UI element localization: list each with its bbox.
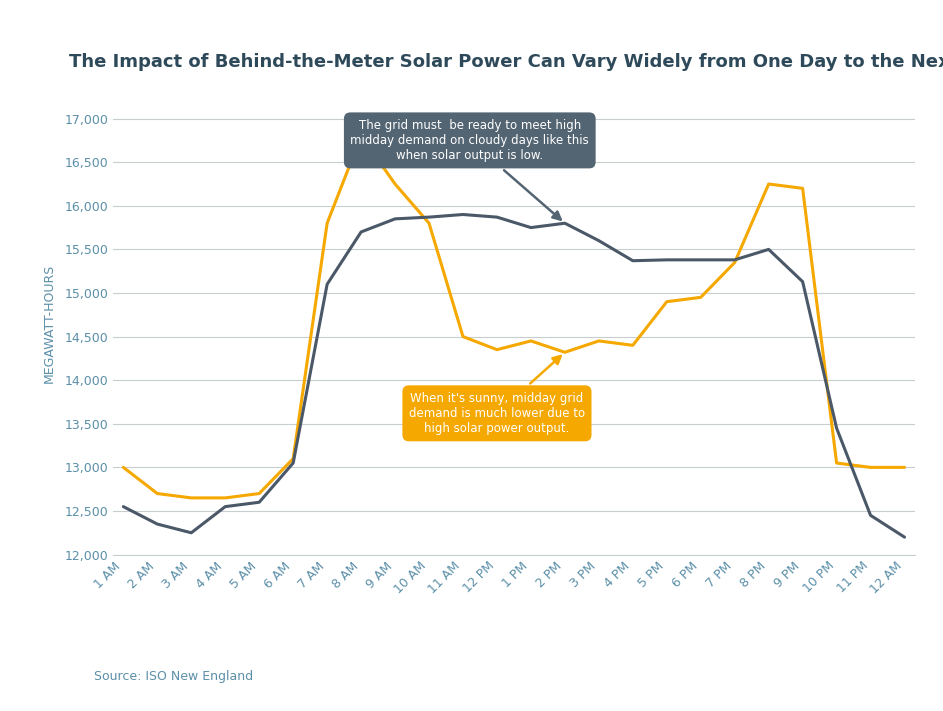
Text: When it's sunny, midday grid
demand is much lower due to
high solar power output: When it's sunny, midday grid demand is m… bbox=[409, 356, 585, 435]
Text: The grid must  be ready to meet high
midday demand on cloudy days like this
when: The grid must be ready to meet high midd… bbox=[351, 119, 589, 220]
Text: Source: ISO New England: Source: ISO New England bbox=[94, 670, 254, 683]
Title: The Impact of Behind-the-Meter Solar Power Can Vary Widely from One Day to the N: The Impact of Behind-the-Meter Solar Pow… bbox=[69, 53, 943, 71]
Y-axis label: MEGAWATT-HOURS: MEGAWATT-HOURS bbox=[43, 264, 56, 383]
